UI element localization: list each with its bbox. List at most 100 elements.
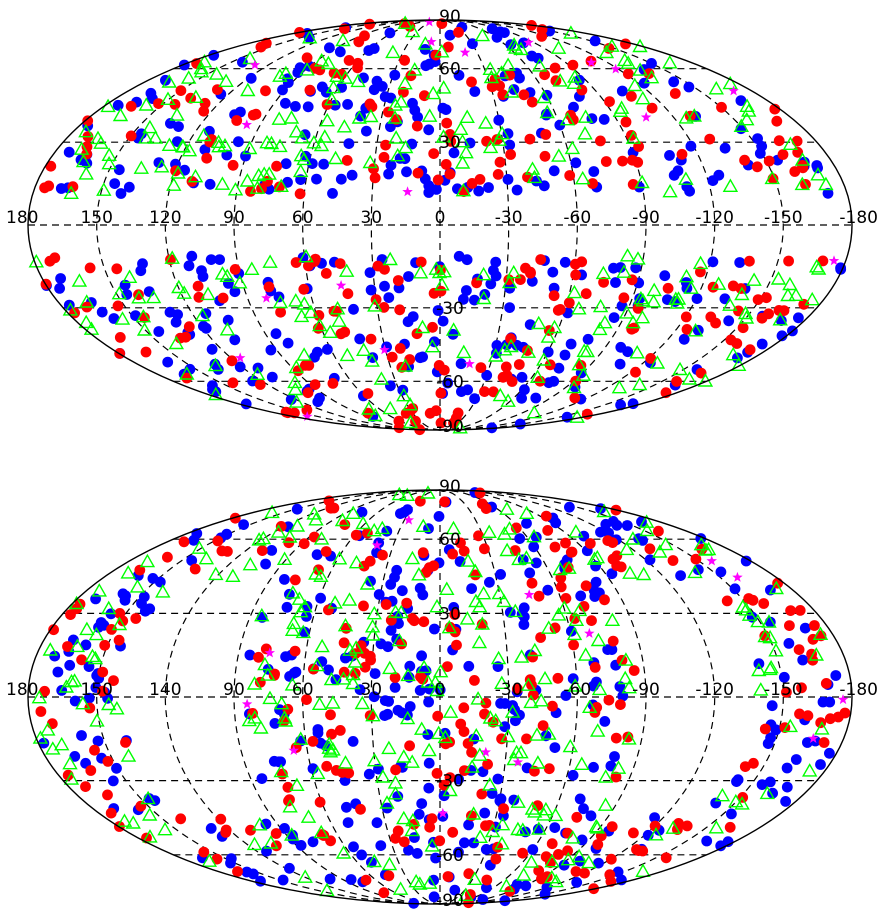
data-point-circle (492, 169, 504, 180)
data-point-triangle (345, 505, 361, 519)
data-point-circle (334, 258, 346, 269)
data-point-triangle (260, 667, 276, 681)
data-point-triangle (518, 505, 535, 519)
data-point-circle (560, 690, 572, 701)
data-point-triangle (288, 293, 304, 307)
data-point-circle (410, 415, 421, 427)
data-point-circle (630, 262, 642, 274)
data-point-circle (383, 870, 395, 882)
data-point-circle (324, 873, 336, 885)
data-point-circle (428, 148, 440, 160)
data-point-triangle (179, 366, 195, 380)
data-point-triangle (303, 304, 319, 319)
lon-tick-label: 30 (360, 680, 382, 700)
data-point-triangle (504, 84, 520, 98)
data-point-triangle (646, 282, 662, 297)
data-point-triangle (571, 848, 587, 863)
data-point-triangle (627, 77, 643, 92)
data-point-triangle (566, 379, 582, 394)
data-point-triangle (208, 566, 224, 581)
data-point-circle (469, 86, 481, 97)
data-point-triangle (567, 678, 583, 692)
data-point-star (837, 694, 849, 705)
data-point-circle (492, 773, 504, 785)
data-point-circle (777, 149, 789, 160)
data-point-circle (279, 823, 290, 834)
data-point-triangle (577, 125, 593, 140)
data-point-triangle (161, 74, 177, 88)
data-point-triangle (741, 607, 758, 621)
data-point-circle (407, 403, 419, 414)
data-point-circle (121, 289, 133, 300)
data-point-circle (290, 101, 301, 112)
data-point-triangle (746, 272, 762, 286)
data-point-circle (379, 263, 390, 275)
data-point-circle (447, 328, 459, 340)
data-point-circle (314, 796, 326, 808)
data-point-circle (366, 101, 378, 113)
data-point-triangle (482, 139, 499, 154)
data-point-circle (153, 326, 165, 337)
data-point-triangle (282, 529, 298, 543)
data-point-circle (470, 569, 481, 581)
data-point-triangle (91, 583, 108, 597)
data-point-triangle (208, 386, 224, 401)
data-point-triangle (470, 691, 486, 705)
data-point-triangle (678, 268, 695, 283)
data-point-circle (476, 788, 488, 800)
data-point-circle (105, 807, 117, 819)
data-point-circle (830, 670, 842, 681)
lon-tick-label: -150 (764, 208, 803, 228)
lat-tick-label: 90 (439, 7, 461, 27)
data-point-triangle (75, 695, 91, 710)
data-point-circle (382, 641, 394, 653)
data-point-triangle (58, 679, 75, 693)
data-point-circle (783, 638, 795, 649)
data-point-triangle (808, 647, 825, 661)
data-point-circle (394, 343, 406, 354)
data-point-circle (653, 525, 664, 537)
data-point-circle (378, 151, 390, 163)
data-point-triangle (630, 251, 646, 265)
data-point-circle (275, 521, 287, 532)
data-point-triangle (610, 760, 627, 774)
data-point-circle (444, 29, 456, 41)
data-point-circle (417, 351, 428, 363)
lon-tick-label: -120 (695, 208, 734, 228)
data-point-triangle (643, 69, 660, 84)
data-point-circle (309, 379, 321, 390)
data-point-circle (432, 710, 444, 722)
data-point-circle (35, 706, 47, 717)
data-point-triangle (306, 134, 322, 149)
data-point-triangle (246, 676, 263, 690)
data-point-triangle (526, 528, 542, 543)
data-point-triangle (693, 536, 710, 551)
data-point-circle (284, 862, 295, 874)
data-point-circle (672, 165, 684, 177)
data-point-triangle (121, 269, 138, 283)
data-point-circle (490, 853, 502, 865)
data-point-triangle (472, 747, 488, 761)
data-point-circle (628, 665, 640, 676)
data-point-triangle (365, 627, 381, 641)
data-point-circle (570, 269, 582, 281)
data-point-triangle (708, 820, 725, 834)
lon-tick-label: 140 (149, 680, 181, 700)
data-point-circle (62, 641, 73, 652)
data-point-triangle (634, 174, 650, 189)
data-point-circle (626, 274, 638, 286)
data-point-circle (549, 742, 561, 753)
data-point-triangle (649, 355, 666, 369)
lon-tick-label: -90 (632, 208, 660, 228)
data-point-triangle (96, 182, 112, 196)
data-point-circle (114, 332, 126, 343)
data-point-circle (824, 696, 836, 708)
data-point-circle (368, 163, 379, 175)
data-point-circle (229, 334, 241, 346)
data-point-circle (740, 555, 752, 567)
data-point-triangle (592, 321, 608, 336)
sky-map-top: 180 150 120 90 60 30 0 -30 -60 -90 -120 -150 -180 90 6… (6, 7, 878, 437)
data-point-triangle (411, 566, 427, 581)
data-point-triangle (435, 80, 452, 94)
data-point-circle (245, 72, 257, 84)
